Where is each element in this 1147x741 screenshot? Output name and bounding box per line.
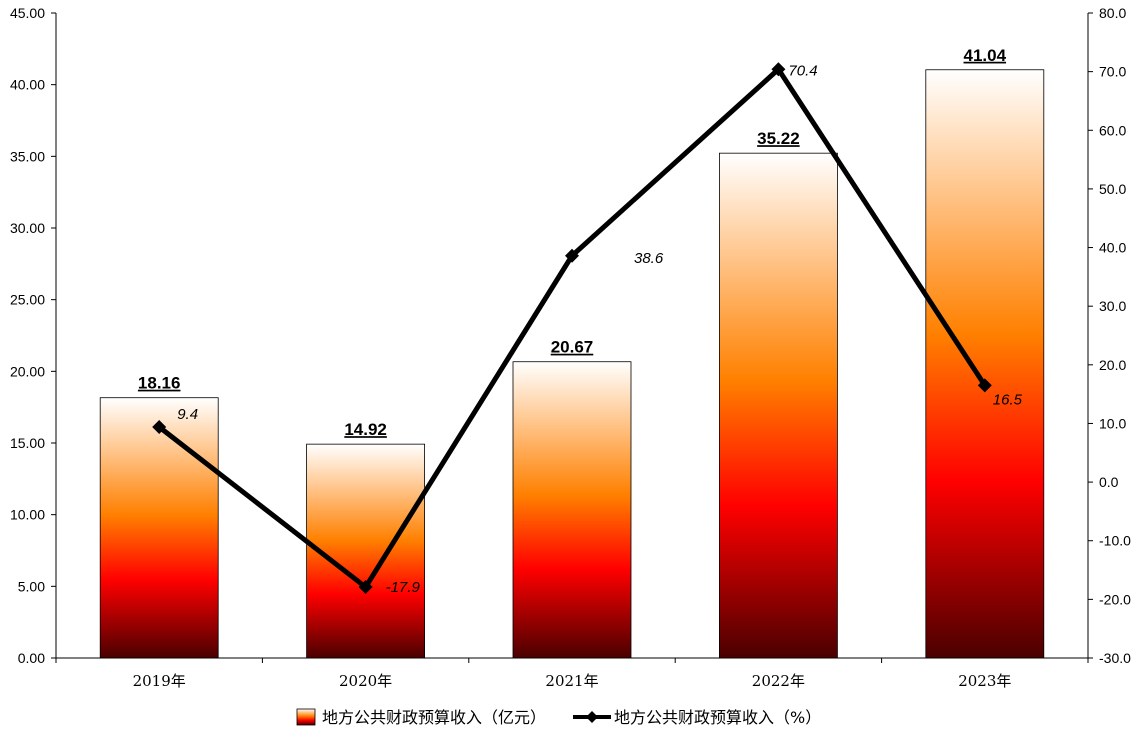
bar-value-label: 20.67 <box>551 338 594 357</box>
growth-line <box>152 62 992 595</box>
left-tick-label: 30.00 <box>10 220 45 236</box>
line-point-marker <box>358 580 373 595</box>
line-value-label: 16.5 <box>993 391 1023 408</box>
line-value-label: -17.9 <box>386 579 421 596</box>
x-tick-label: 2021年 <box>545 672 598 690</box>
right-tick-label: -10.0 <box>1099 533 1131 549</box>
right-tick-label: 40.0 <box>1099 240 1126 256</box>
right-tick-label: 70.0 <box>1099 64 1126 80</box>
x-tick-label: 2022年 <box>752 672 805 690</box>
right-tick-label: 0.0 <box>1099 474 1119 490</box>
line-point-marker <box>977 378 992 393</box>
legend-bar-label: 地方公共财政预算收入（亿元） <box>322 708 546 727</box>
right-tick-label: 30.0 <box>1099 298 1126 314</box>
bar-value-label: 14.92 <box>344 420 387 439</box>
bar <box>512 361 632 659</box>
bar-value-label: 35.22 <box>757 129 800 148</box>
bar <box>719 152 838 659</box>
bar <box>925 69 1045 659</box>
right-tick-label: 60.0 <box>1099 122 1126 138</box>
line-value-label: 38.6 <box>634 250 664 267</box>
x-tick-label: 2020年 <box>339 672 392 690</box>
legend-line-marker <box>586 711 598 723</box>
line-value-label: 9.4 <box>177 406 198 423</box>
right-tick-label: -20.0 <box>1099 591 1131 607</box>
x-tick-label: 2019年 <box>133 672 186 690</box>
bar <box>306 443 426 659</box>
left-tick-label: 35.00 <box>10 148 45 164</box>
right-tick-label: 80.0 <box>1099 5 1126 21</box>
legend-bar-swatch <box>296 708 316 726</box>
right-tick-label: 10.0 <box>1099 415 1126 431</box>
right-tick-label: 50.0 <box>1099 181 1126 197</box>
x-tick-label: 2023年 <box>958 672 1011 690</box>
left-tick-label: 5.00 <box>18 578 45 594</box>
bar <box>99 397 219 659</box>
left-tick-label: 40.00 <box>10 77 45 93</box>
axes: 0.00 5.00 10.00 15.00 20.00 25.00 30.00 35.00 40… <box>10 5 1131 690</box>
left-tick-label: 10.00 <box>10 507 45 523</box>
left-tick-label: 15.00 <box>10 435 45 451</box>
left-tick-label: 20.00 <box>10 363 45 379</box>
bars <box>99 69 1045 659</box>
bar-value-label: 41.04 <box>964 46 1007 65</box>
data-labels: 18.16 14.92 20.67 35.22 41.04 9.4 -17.9 38.6 70.… <box>138 46 1023 596</box>
legend-line-label: 地方公共财政预算收入（%） <box>614 708 821 727</box>
bar-value-label: 18.16 <box>138 374 181 393</box>
right-tick-label: 20.0 <box>1099 357 1126 373</box>
line-point-marker <box>771 62 786 77</box>
left-tick-label: 25.00 <box>10 292 45 308</box>
left-tick-label: 45.00 <box>10 5 45 21</box>
line-point-marker <box>152 419 167 434</box>
right-tick-label: -30.0 <box>1099 650 1131 666</box>
line-value-label: 70.4 <box>788 62 817 79</box>
line-point-marker <box>565 248 579 263</box>
left-tick-label: 0.00 <box>18 650 45 666</box>
legend: 地方公共财政预算收入（亿元） 地方公共财政预算收入（%） <box>296 708 821 727</box>
